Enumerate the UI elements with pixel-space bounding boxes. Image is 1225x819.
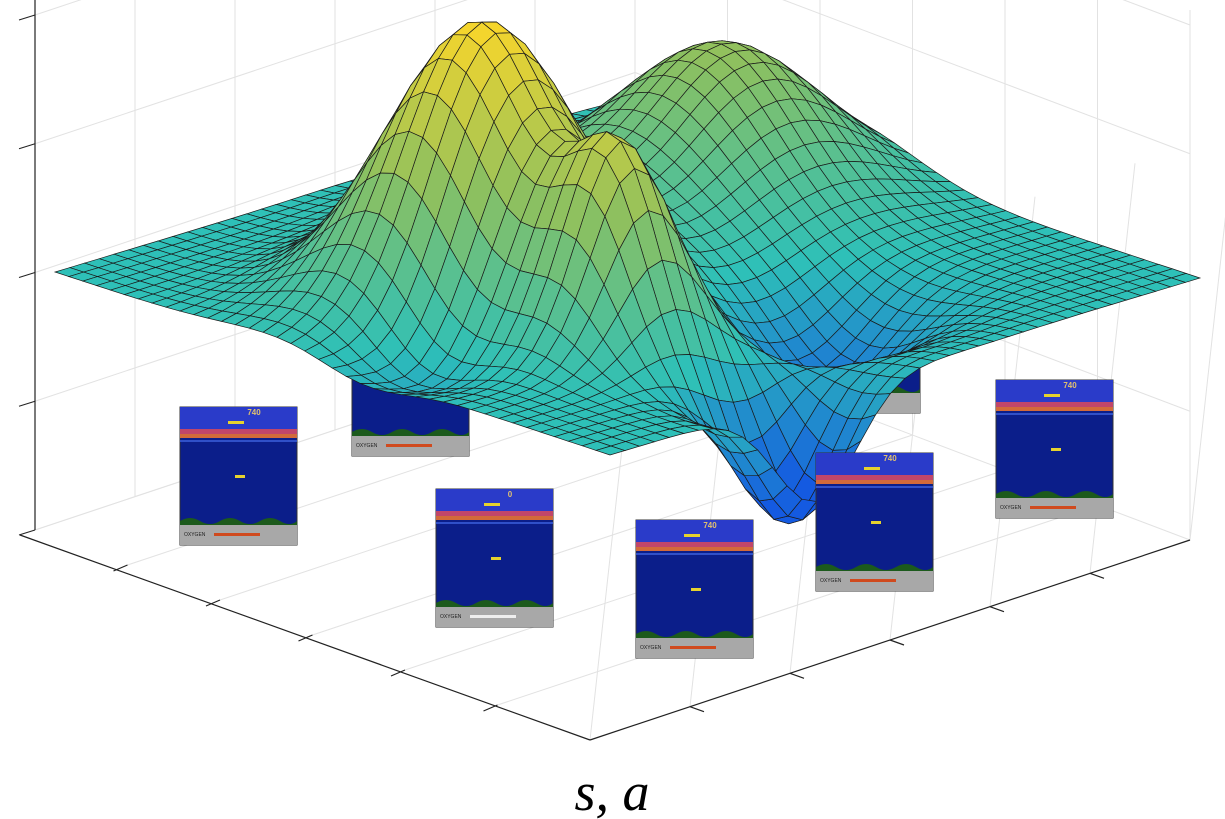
wall-grid-line: [34, 0, 468, 145]
x-tick: [298, 634, 313, 642]
surface-stripe: [996, 407, 1113, 411]
front-thumbnails: OXYGEN740OXYGEN740OXYGEN0OXYGEN740OXYGEN…: [179, 379, 1114, 659]
surface-stripe: [436, 511, 553, 516]
sky: [180, 407, 297, 431]
surface: [53, 21, 1202, 525]
y-tick: [789, 672, 805, 679]
game-thumbnail: OXYGEN 740: [815, 452, 934, 592]
lives-icon: [228, 421, 244, 424]
water-line: [816, 486, 933, 488]
score: 0: [508, 490, 513, 499]
surface-patch: [594, 445, 626, 456]
score: 740: [883, 454, 897, 463]
seabed: [816, 564, 933, 571]
seabed: [436, 600, 553, 607]
seabed: [180, 518, 297, 525]
surface-stripe: [436, 516, 553, 520]
water-line: [436, 522, 553, 524]
game-thumbnail: OXYGEN 740: [179, 406, 298, 546]
oxygen-bar: [214, 533, 260, 536]
x-tick: [390, 669, 406, 677]
oxygen-label: OXYGEN: [184, 532, 206, 538]
oxygen-bar: [470, 615, 516, 618]
sky: [816, 453, 933, 477]
oxygen-label: OXYGEN: [640, 645, 662, 651]
z-tick: [18, 143, 36, 150]
seabed: [352, 429, 469, 436]
lives-icon: [1044, 394, 1060, 397]
y-tick: [989, 606, 1005, 613]
x-axis-label: s, a: [574, 762, 649, 819]
z-tick: [18, 529, 36, 536]
score: 740: [247, 408, 261, 417]
surface-stripe: [816, 480, 933, 484]
lives-icon: [864, 467, 880, 470]
oxygen-bar: [670, 646, 716, 649]
sky: [436, 489, 553, 513]
lives-icon: [484, 503, 500, 506]
surface-stripe: [636, 542, 753, 547]
x-tick: [205, 599, 221, 607]
floor-grid-line: [497, 504, 1098, 706]
z-tick: [18, 14, 36, 21]
sub-icon: [1051, 448, 1061, 451]
surface-stripe: [180, 434, 297, 438]
surface-stripe: [180, 429, 297, 434]
game-thumbnail: OXYGEN 0: [435, 488, 554, 628]
oxygen-bar: [1030, 506, 1076, 509]
game-thumbnail: OXYGEN 740: [635, 519, 754, 659]
sky: [996, 380, 1113, 404]
seabed: [636, 631, 753, 638]
x-tick: [113, 564, 128, 572]
oxygen-bar: [850, 579, 896, 582]
seabed: [996, 491, 1113, 498]
sub-icon: [235, 475, 245, 478]
wall-grid-line: [782, 0, 1191, 155]
surface-stripe: [996, 402, 1113, 407]
score: 740: [1063, 381, 1077, 390]
water-line: [636, 553, 753, 555]
surface-stripe: [816, 475, 933, 480]
sky: [636, 520, 753, 544]
surface-stripe: [636, 547, 753, 551]
x-tick: [483, 704, 498, 712]
lives-icon: [684, 534, 700, 537]
sub-icon: [871, 521, 881, 524]
oxygen-label: OXYGEN: [356, 443, 378, 449]
oxygen-label: OXYGEN: [1000, 505, 1022, 511]
sub-icon: [491, 557, 501, 560]
z-tick: [18, 272, 36, 278]
game-thumbnail: OXYGEN 740: [995, 379, 1114, 519]
water-line: [180, 440, 297, 442]
score: 740: [703, 521, 717, 530]
y-tick: [1089, 572, 1105, 579]
y-tick: [689, 706, 705, 713]
water-line: [996, 413, 1113, 415]
sub-icon: [691, 588, 701, 591]
oxygen-bar: [386, 444, 432, 447]
z-tick: [18, 400, 36, 407]
y-tick: [889, 639, 905, 646]
floor-grid-line: [1189, 216, 1225, 541]
oxygen-label: OXYGEN: [820, 578, 842, 584]
oxygen-label: OXYGEN: [440, 614, 462, 620]
